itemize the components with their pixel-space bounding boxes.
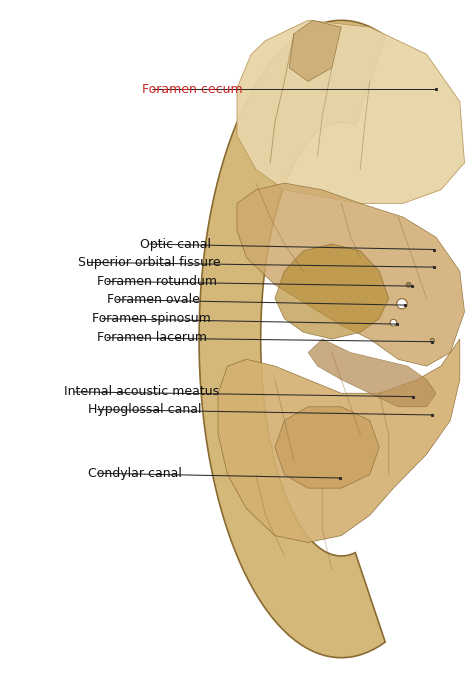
Polygon shape [237, 183, 465, 366]
Text: Foramen cecum: Foramen cecum [142, 83, 243, 96]
Ellipse shape [390, 319, 397, 326]
Polygon shape [308, 339, 436, 407]
Text: Internal acoustic meatus: Internal acoustic meatus [64, 385, 219, 399]
Text: Foramen rotundum: Foramen rotundum [97, 275, 217, 288]
Text: Superior orbital fissure: Superior orbital fissure [78, 256, 221, 269]
Text: Condylar canal: Condylar canal [88, 466, 182, 480]
Ellipse shape [430, 338, 434, 342]
Text: Foramen spinosum: Foramen spinosum [92, 312, 211, 325]
Text: Optic canal: Optic canal [140, 237, 211, 251]
Polygon shape [275, 244, 389, 339]
Text: Hypoglossal canal: Hypoglossal canal [88, 403, 201, 416]
Text: Foramen ovale: Foramen ovale [107, 293, 200, 306]
Polygon shape [218, 339, 460, 542]
Polygon shape [275, 407, 379, 488]
Ellipse shape [397, 298, 407, 308]
Polygon shape [289, 20, 341, 81]
Polygon shape [199, 20, 385, 658]
Polygon shape [237, 20, 465, 203]
Text: Foramen lacerum: Foramen lacerum [97, 331, 207, 344]
Ellipse shape [406, 283, 411, 287]
